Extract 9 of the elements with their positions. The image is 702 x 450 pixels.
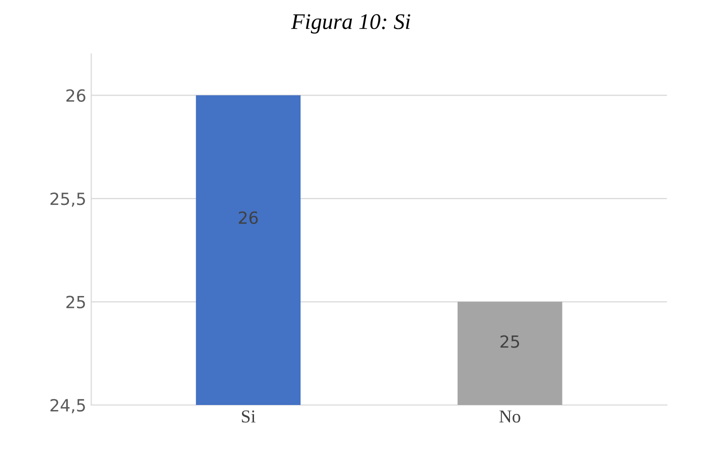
- y-tick-label: 26: [66, 89, 86, 102]
- x-tick-label: Si: [242, 410, 256, 423]
- y-tick-label: 25: [66, 296, 85, 308]
- y-tick-label: 24,5: [50, 398, 85, 414]
- y-tick-label: 25,5: [50, 192, 85, 207]
- x-tick-label: No: [499, 410, 520, 423]
- data-label: 25: [500, 335, 520, 348]
- data-label: 26: [238, 211, 258, 224]
- chart-title: Figura 10: Si: [291, 14, 410, 34]
